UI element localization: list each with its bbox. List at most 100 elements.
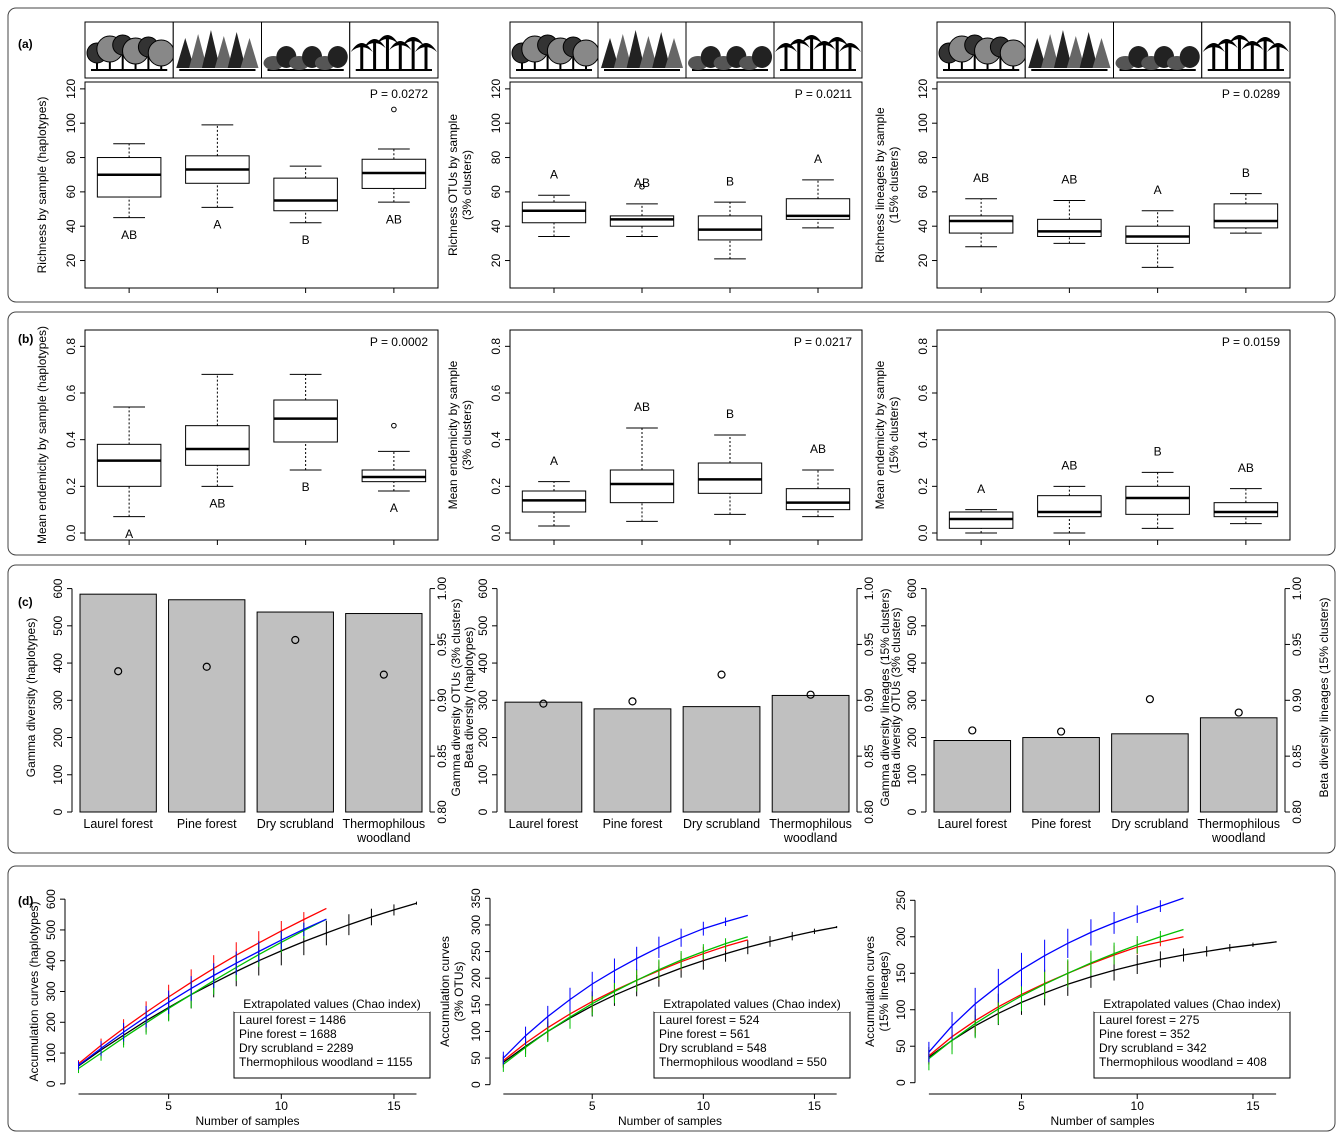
x-tick-label: 10 [697, 1099, 711, 1113]
y-tick-label: 0.0 [916, 524, 930, 541]
bar [933, 740, 1012, 813]
box [1213, 502, 1279, 518]
y-tick-label: 350 [469, 888, 483, 908]
y-tick-label: 0.8 [64, 338, 78, 355]
bar [256, 611, 334, 813]
y-tick-label: 0.80 [862, 800, 876, 824]
y-tick-label: 300 [44, 981, 58, 1001]
y-axis-label: (3% clusters) [460, 400, 474, 470]
significance-letter: AB [1061, 173, 1077, 187]
x-tick-label: Thermophilous woodland [342, 817, 426, 845]
accumulation-curve [928, 928, 1184, 1060]
y-tick-label: 0.4 [916, 431, 930, 448]
significance-letter: AB [1061, 459, 1077, 473]
icon-conifer [1092, 38, 1111, 68]
x-tick-label: Laurel forest [83, 817, 153, 831]
y-tick-label: 20 [64, 254, 78, 268]
significance-letter: A [213, 217, 221, 231]
panel-frame [7, 564, 1336, 854]
x-tick-label: 15 [387, 1099, 401, 1113]
category-label-box: Thermophilous woodland [342, 817, 426, 845]
accumulation-curve [78, 918, 327, 1070]
icon-conifer [240, 38, 259, 68]
significance-letter: B [726, 407, 734, 421]
y-tick-label: 0.4 [489, 431, 503, 448]
beta-point [291, 635, 300, 645]
y-tick-label: 20 [916, 254, 930, 268]
significance-letter: B [302, 233, 310, 247]
significance-letter: AB [810, 442, 826, 456]
x-tick-label: Pine forest [1031, 817, 1091, 831]
icon-palm-crown [813, 41, 836, 50]
icon-palm-crown [376, 35, 399, 44]
y-tick-label: 80 [489, 151, 503, 165]
significance-letter: B [726, 174, 734, 188]
significance-letter: AB [634, 176, 650, 190]
box [185, 425, 250, 466]
box [697, 215, 763, 241]
significance-letter: AB [1238, 461, 1254, 475]
x-tick-label: Dry scrubland [682, 817, 761, 831]
y-tick-label: 250 [469, 941, 483, 961]
y-tick-label: 600 [905, 578, 919, 598]
bar [771, 694, 850, 813]
legend-title-bg [654, 998, 850, 1012]
significance-letter: A [390, 501, 398, 515]
significance-letter: AB [973, 171, 989, 185]
box [96, 157, 162, 198]
beta-point [379, 670, 388, 679]
icon-conifer [189, 34, 208, 68]
panel-frame [7, 7, 1336, 303]
y-tick-label: 0.95 [862, 632, 876, 656]
vegetation-icon [1201, 21, 1291, 79]
beta-point [539, 699, 548, 708]
legend-entry: Laurel forest = 1486 [239, 1013, 346, 1027]
icon-conifer [214, 36, 233, 68]
y-tick-label: 200 [469, 968, 483, 988]
y-tick-label: 500 [44, 920, 58, 940]
vegetation-icon [685, 21, 775, 79]
y-tick-label: 0.8 [489, 338, 503, 355]
bar [79, 593, 157, 813]
vegetation-icon [1113, 21, 1203, 79]
bar [1022, 737, 1100, 813]
significance-letter: A [550, 454, 558, 468]
y-tick-label: 500 [51, 615, 65, 635]
y-tick-label: 1.00 [862, 577, 876, 601]
icon-palm-crown [415, 43, 437, 52]
y-tick-label: 100 [44, 1043, 58, 1063]
legend-entry: Pine forest = 352 [1099, 1027, 1190, 1041]
bar [168, 599, 246, 813]
y-tick-label: 200 [894, 926, 908, 946]
y-tick-label: 0.0 [489, 524, 503, 541]
y-tick-label: 150 [469, 994, 483, 1014]
bar [1199, 717, 1278, 813]
accumulation-curve [928, 897, 1184, 1053]
legend-entry: Laurel forest = 524 [659, 1013, 760, 1027]
x-tick-label: Pine forest [602, 817, 663, 831]
p-value: P = 0.0211 [795, 87, 853, 101]
icon-canopy [147, 39, 175, 67]
legend-entry: Pine forest = 1688 [239, 1027, 337, 1041]
p-value: P = 0.0159 [1222, 335, 1280, 349]
y-tick-label: 0.85 [1290, 744, 1304, 768]
icon-palm-crown [1202, 43, 1225, 52]
y-axis-label: Beta diversity (haplotypes) [462, 627, 476, 768]
y-tick-label: 400 [476, 653, 490, 673]
icon-conifer [1066, 36, 1085, 68]
box [521, 201, 587, 224]
icon-palm-crown [826, 37, 849, 46]
category-label-box: Dry scrubland [257, 817, 334, 831]
y-tick-label: 0.8 [916, 338, 930, 355]
beta-point [1145, 695, 1155, 704]
legend-title-bg [1094, 998, 1290, 1012]
y-tick-label: 0.0 [64, 524, 78, 541]
bar [504, 701, 583, 813]
y-tick-label: 80 [64, 151, 78, 165]
panel-label: (b) [18, 332, 33, 346]
y-tick-label: 0.85 [862, 744, 876, 768]
y-tick-label: 600 [476, 578, 490, 598]
icon-conifer [176, 38, 195, 68]
x-tick-label: Dry scrubland [1111, 817, 1189, 831]
significance-letter: B [1154, 445, 1162, 459]
